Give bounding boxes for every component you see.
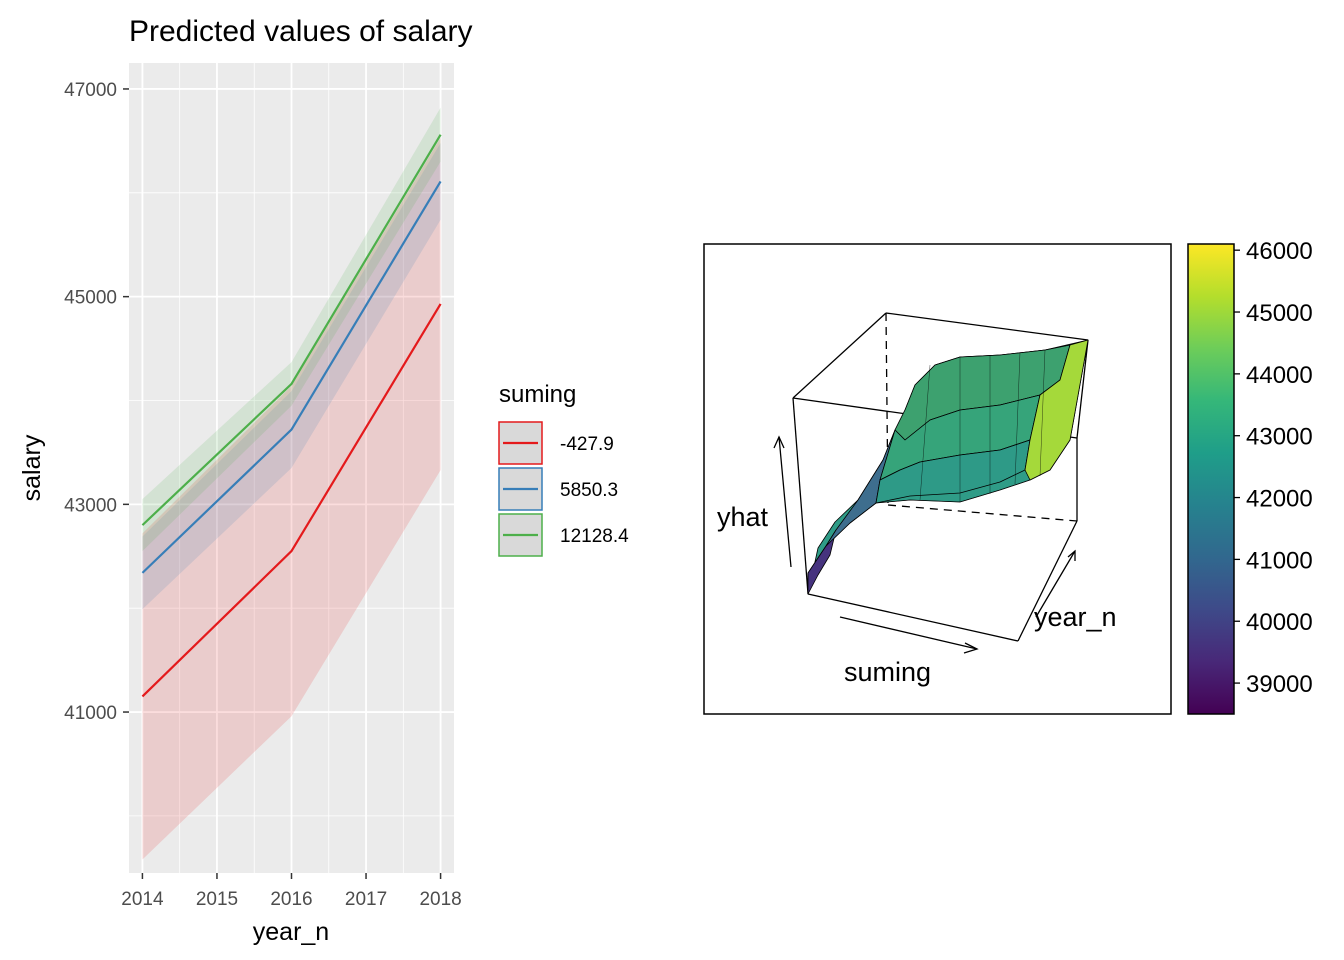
major-gridlines bbox=[129, 63, 454, 873]
legend-keys: -427.9 5850.3 12128.4 bbox=[498, 421, 629, 557]
y-tick-label: 43000 bbox=[64, 495, 117, 516]
x-axis-label: year_n bbox=[253, 918, 329, 946]
legend-title: suming bbox=[499, 381, 576, 408]
x-tick-label: 2018 bbox=[419, 889, 461, 910]
prediction-line bbox=[141, 134, 442, 526]
y-axis-label: salary bbox=[18, 434, 46, 501]
colorbar bbox=[1187, 243, 1235, 715]
colorbar-tick-label: 44000 bbox=[1246, 362, 1313, 389]
colorbar-tick-label: 41000 bbox=[1246, 547, 1313, 574]
colorbar-tick-label: 40000 bbox=[1246, 609, 1313, 636]
colorbar-ticks: 39000 40000 41000 42000 43000 44000 45000 46000 bbox=[1234, 238, 1313, 698]
x-axis-ticks: 2014 2015 2016 2017 2018 bbox=[121, 873, 462, 910]
x-tick-label: 2015 bbox=[196, 889, 238, 910]
year-axis-arrow bbox=[1035, 550, 1076, 618]
colorbar-tick-label: 46000 bbox=[1246, 238, 1313, 265]
legend-label: -427.9 bbox=[560, 434, 614, 455]
prediction-line bbox=[141, 303, 442, 698]
colorbar-tick-label: 43000 bbox=[1246, 424, 1313, 451]
surface-axis-arrows bbox=[773, 435, 1076, 654]
surface-grid-lines bbox=[825, 344, 1071, 547]
confidence-ribbon bbox=[142, 142, 441, 610]
z-axis-label: yhat bbox=[717, 502, 769, 532]
colorbar-tick-label: 39000 bbox=[1246, 671, 1313, 698]
y-axis-label-3d: year_n bbox=[1034, 602, 1117, 632]
prediction-line bbox=[141, 180, 442, 574]
y-tick-label: 45000 bbox=[64, 288, 117, 309]
x-tick-label: 2017 bbox=[345, 889, 387, 910]
surface-3d-chart: yhat suming year_n 39000 40000 41000 42000 4… bbox=[703, 238, 1313, 715]
surface-high-edge bbox=[1024, 339, 1089, 481]
x-axis-label-3d: suming bbox=[844, 657, 931, 687]
y-tick-label: 41000 bbox=[64, 703, 117, 724]
legend-label: 12128.4 bbox=[560, 526, 629, 547]
legend-label: 5850.3 bbox=[560, 480, 618, 501]
y-axis-ticks: 41000 43000 45000 47000 bbox=[64, 80, 129, 724]
chart-title: Predicted values of salary bbox=[129, 15, 473, 48]
x-tick-label: 2014 bbox=[121, 889, 164, 910]
confidence-ribbon bbox=[142, 107, 441, 552]
y-tick-label: 47000 bbox=[64, 80, 117, 101]
legend: suming -427.9 5850.3 12128.4 bbox=[498, 381, 629, 557]
suming-axis-arrow bbox=[839, 616, 978, 650]
yhat-axis-arrow bbox=[778, 436, 792, 568]
confidence-ribbons bbox=[142, 107, 441, 860]
x-tick-label: 2016 bbox=[270, 889, 312, 910]
prediction-lines bbox=[141, 134, 442, 698]
confidence-ribbon bbox=[142, 137, 441, 860]
colorbar-tick-label: 42000 bbox=[1246, 486, 1313, 513]
surface-mesh bbox=[807, 339, 1089, 595]
colorbar-tick-label: 45000 bbox=[1246, 300, 1313, 327]
